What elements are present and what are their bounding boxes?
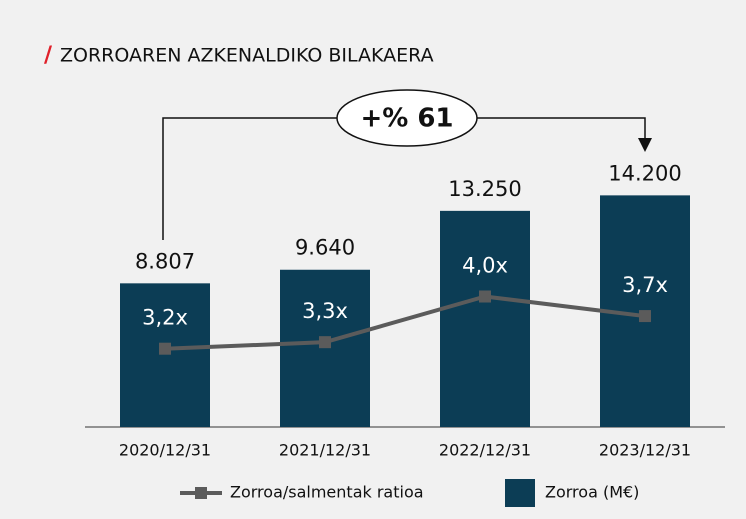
legend-marker [195, 487, 207, 499]
x-tick-label: 2023/12/31 [599, 441, 691, 460]
chart-title: ZORROAREN AZKENALDIKO BILAKAERA [60, 45, 434, 67]
annotation-ellipse [336, 89, 478, 147]
line-value-label: 3,7x [622, 273, 668, 297]
legend-label: Zorroa (M€) [545, 483, 639, 502]
x-tick-label: 2020/12/31 [119, 441, 211, 460]
line-value-label: 3,3x [302, 299, 348, 323]
line-value-label: 4,0x [462, 254, 508, 278]
annotation-bracket [162, 117, 646, 240]
bar-value-label: 9.640 [295, 236, 355, 260]
line-marker [159, 342, 171, 355]
line-value-label: 3,2x [142, 306, 188, 330]
line-marker [639, 310, 651, 323]
x-tick-label: 2022/12/31 [439, 441, 531, 460]
bar [120, 283, 210, 427]
line-marker [479, 290, 491, 303]
annotation: +% 61 [360, 104, 453, 134]
title-slash: / [44, 43, 53, 68]
x-tick-label: 2021/12/31 [279, 441, 371, 460]
legend-label: Zorroa/salmentak ratioa [230, 483, 424, 502]
bar-value-label: 13.250 [448, 177, 521, 201]
bar [440, 210, 530, 427]
line [164, 294, 646, 351]
legend-swatch [505, 479, 535, 507]
annotation-arrow [638, 138, 652, 152]
bar-value-label: 14.200 [608, 161, 681, 185]
line-marker [319, 336, 331, 349]
bar [280, 269, 370, 427]
bar-value-label: 8.807 [135, 249, 195, 273]
